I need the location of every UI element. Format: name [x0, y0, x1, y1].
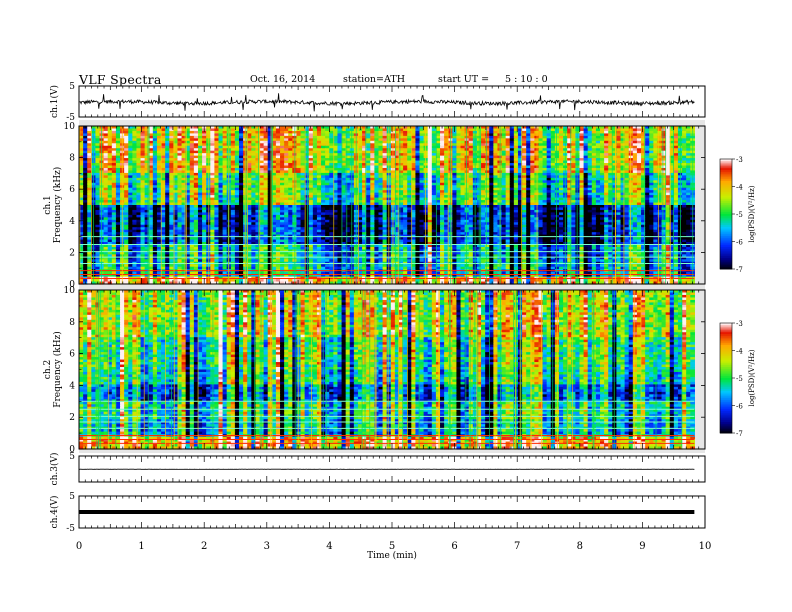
- y-tick-label: 8: [69, 154, 75, 164]
- x-tick-label: 9: [639, 541, 645, 552]
- colorbar-tick-label: -6: [736, 239, 743, 247]
- colorbar-tick-label: -6: [736, 403, 743, 411]
- y-axis-label: Frequency (kHz): [52, 331, 63, 408]
- y-tick-label: 10: [64, 122, 76, 132]
- y-axis-label: ch.3(V): [49, 453, 60, 486]
- x-tick-label: 2: [201, 541, 207, 552]
- y-tick-label: -5: [66, 524, 75, 534]
- ch2-spectrogram: [79, 290, 695, 450]
- x-tick-label: 6: [451, 541, 457, 552]
- colorbar-tick-label: -5: [736, 211, 743, 219]
- colorbar-tick-label: -3: [736, 320, 743, 328]
- y-axis-label-channel: ch.2: [43, 360, 53, 379]
- colorbar-label: log(PSD)(V²/Hz): [748, 185, 756, 242]
- colorbar-label: log(PSD)(V²/Hz): [748, 349, 756, 406]
- colorbar-tick-label: -3: [736, 156, 743, 164]
- y-tick-label: 5: [69, 452, 75, 462]
- y-tick-label: 5: [69, 492, 75, 502]
- x-tick-label: 7: [514, 541, 520, 552]
- ch1-waveform: [79, 93, 695, 112]
- x-tick-label: 1: [138, 541, 144, 552]
- y-tick-label: 2: [69, 413, 75, 423]
- y-tick-label: 6: [69, 350, 75, 360]
- colorbar: [719, 158, 735, 270]
- y-axis-label: ch.1(V): [49, 85, 60, 118]
- colorbar-tick-label: -4: [736, 348, 743, 356]
- y-axis-label: Frequency (kHz): [52, 167, 63, 244]
- x-axis-label: Time (min): [367, 550, 417, 561]
- series-line: [79, 93, 695, 112]
- ch1-spectrogram: [79, 126, 695, 285]
- y-tick-label: 8: [69, 318, 75, 328]
- colorbar-tick-label: -7: [736, 266, 743, 274]
- colorbar: [719, 322, 735, 434]
- colorbar-tick-label: -7: [736, 430, 743, 438]
- y-tick-label: 2: [69, 248, 75, 258]
- y-axis-label-channel: ch.1: [43, 195, 53, 214]
- colorbar-tick-label: -4: [736, 184, 743, 192]
- y-tick-label: 5: [69, 82, 75, 92]
- x-tick-label: 8: [577, 541, 583, 552]
- y-tick-label: 4: [69, 217, 75, 227]
- x-tick-label: 3: [264, 541, 270, 552]
- y-tick-label: 10: [64, 286, 76, 296]
- y-axis-label: ch.4(V): [49, 496, 60, 529]
- y-tick-label: 4: [69, 381, 75, 391]
- y-tick-label: 6: [69, 185, 75, 195]
- x-tick-label: 4: [326, 541, 332, 552]
- colorbar-tick-label: -5: [736, 375, 743, 383]
- x-tick-label: 0: [76, 541, 82, 552]
- x-tick-label: 10: [699, 541, 712, 552]
